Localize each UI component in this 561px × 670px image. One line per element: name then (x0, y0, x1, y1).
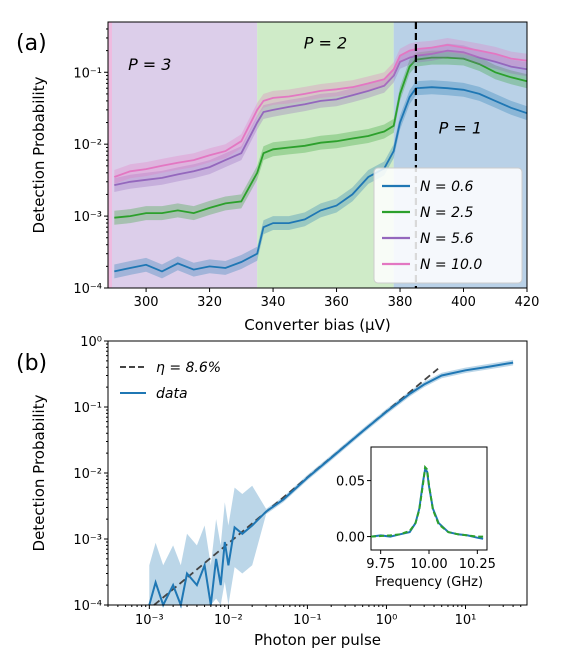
series-line-n-5-6 (114, 49, 528, 186)
b-legend: η = 8.6% data (120, 360, 221, 402)
panel-b: (b) 10⁻³ 10⁻² 10⁻¹ 10⁰ 10¹ 10⁻⁴10⁻³10⁻²10⁻¹1… (16, 335, 528, 649)
region-label-p-3: P = 3 (128, 55, 171, 74)
a-xtick-label-380: 380 (388, 295, 413, 310)
panel-b-label: (b) (16, 351, 47, 376)
a-ytick-label-0-1: 10⁻¹ (73, 66, 102, 81)
series-line-n-10-0 (113, 43, 528, 178)
panel-a-label: (a) (16, 31, 47, 56)
b-series (148, 359, 514, 609)
b-y-ticks: 10⁻⁴ 10⁻³ 10⁻² 10⁻¹ 10⁰ (73, 335, 108, 614)
inset-plot: 9.75 10.00 10.25 0.00 0.05 Frequency (GHz) (336, 446, 496, 590)
series-band-n-2-5 (114, 50, 528, 225)
b-xtick-label-0-1: 10⁻¹ (293, 613, 322, 628)
a-legend-label-n-2-5: N = 2.5 (420, 205, 473, 221)
a-y-ticks: 10⁻⁴ 10⁻³ 10⁻² 10⁻¹ (73, 28, 108, 297)
a-legend-label-n-10-0: N = 10.0 (420, 257, 482, 273)
a-region-labels: P = 3 P = 2 P = 1 (128, 34, 482, 138)
a-x-ticks: 300 320 340 360 380 400 420 (134, 288, 540, 310)
inset-frame (370, 446, 488, 551)
inset-x-axis-label: Frequency (GHz) (375, 575, 483, 590)
region-p-2 (257, 22, 394, 288)
b-legend-label-data: data (156, 386, 188, 402)
b-x-ticks: 10⁻³ 10⁻² 10⁻¹ 10⁰ 10¹ (107, 605, 522, 628)
a-legend-box (373, 167, 523, 284)
region-edge-band (108, 22, 112, 288)
b-ytick-label-0-001: 10⁻³ (73, 533, 102, 548)
b-x-axis-label: Photon per pulse (254, 631, 381, 649)
inset-xtick-label-9-75: 9.75 (366, 557, 395, 572)
b-xtick-label-1: 10⁰ (376, 613, 398, 628)
a-x-axis-label: Converter bias (µV) (244, 316, 390, 334)
b-y-axis-label: Detection Probability (30, 394, 48, 551)
inset-series-1 (370, 464, 484, 538)
b-xtick-label-0-001: 10⁻³ (135, 613, 164, 628)
a-legend-label-n-0-6: N = 0.6 (420, 179, 473, 195)
inset-ytick-label-0-00: 0.00 (336, 531, 365, 546)
b-series-line-data (148, 361, 514, 609)
a-legend: N = 0.6 N = 2.5 N = 5.6 N = 10.0 (373, 167, 523, 284)
a-legend-label-n-5-6: N = 5.6 (420, 231, 473, 247)
b-xtick-label-10: 10¹ (455, 613, 477, 628)
b-xtick-label-0-01: 10⁻² (214, 613, 243, 628)
inset-xtick-label-10-25: 10.25 (459, 557, 496, 572)
a-ytick-label-0-01: 10⁻² (73, 138, 102, 153)
region-label-p-1: P = 1 (439, 119, 482, 138)
series-line-n-2-5 (114, 56, 528, 219)
b-data-band (149, 359, 514, 605)
inset-ytick-label-0-05: 0.05 (336, 475, 365, 490)
series-band-n-10-0 (114, 38, 528, 184)
a-y-axis-label: Detection Probability (30, 76, 48, 233)
region-p-3 (108, 22, 258, 288)
b-legend-label-8-6: η = 8.6% (156, 360, 221, 376)
a-xtick-label-300: 300 (134, 295, 159, 310)
a-ytick-label-0-001: 10⁻³ (73, 210, 102, 225)
b-ytick-label-0-0001: 10⁻⁴ (73, 599, 102, 614)
b-ytick-label-0-01: 10⁻² (73, 467, 102, 482)
a-series (113, 38, 528, 279)
a-xtick-label-360: 360 (324, 295, 349, 310)
series-line-n-0-6 (114, 86, 528, 273)
b-ytick-label-0-1: 10⁻¹ (73, 401, 102, 416)
region-label-p-2: P = 2 (304, 34, 347, 53)
series-band-n-0-6 (114, 80, 528, 279)
a-ytick-label-0-0001: 10⁻⁴ (73, 282, 102, 297)
a-xtick-label-420: 420 (515, 295, 540, 310)
a-xtick-label-320: 320 (197, 295, 222, 310)
a-xtick-label-400: 400 (451, 295, 476, 310)
panel-a: (a) P = 3 P = 2 P = 1 300 320 340 360 380 400 42… (16, 21, 540, 334)
inset-xtick-label-10-00: 10.00 (410, 557, 447, 572)
b-ytick-label-1: 10⁰ (80, 335, 102, 350)
a-xtick-label-340: 340 (261, 295, 286, 310)
